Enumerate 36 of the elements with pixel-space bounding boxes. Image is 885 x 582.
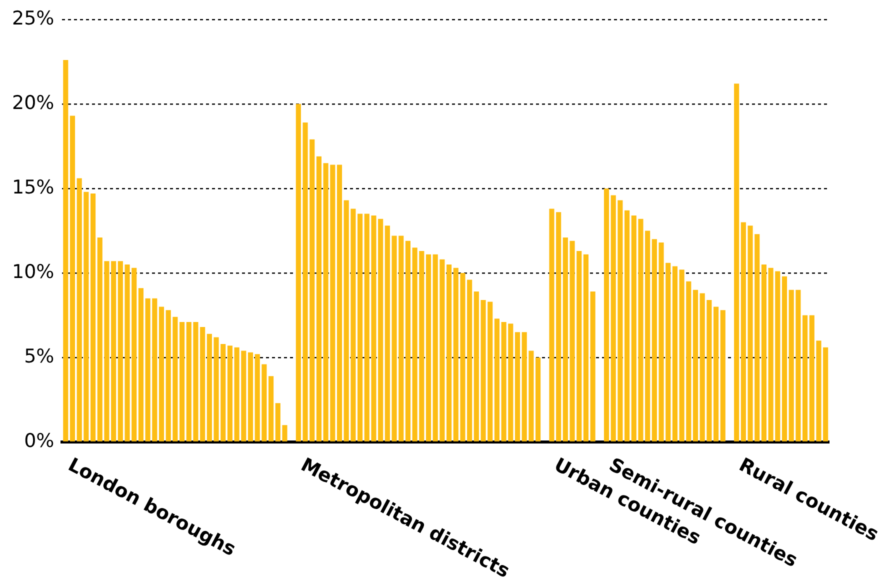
bar bbox=[180, 322, 185, 442]
bar bbox=[316, 156, 322, 442]
bar bbox=[734, 84, 740, 442]
bar bbox=[590, 292, 596, 442]
bar bbox=[90, 194, 96, 442]
y-tick-label: 20% bbox=[12, 92, 54, 114]
y-tick-label: 10% bbox=[12, 260, 54, 283]
bar bbox=[268, 376, 274, 442]
y-tick-label: 15% bbox=[12, 176, 54, 198]
bar bbox=[514, 332, 520, 442]
bar bbox=[672, 266, 678, 442]
bar bbox=[446, 264, 452, 442]
y-tick-label: 5% bbox=[24, 345, 54, 368]
bar bbox=[227, 346, 232, 442]
bar bbox=[761, 264, 766, 442]
bar bbox=[604, 188, 610, 442]
bar bbox=[692, 290, 698, 442]
bar bbox=[536, 357, 541, 442]
bar bbox=[63, 60, 68, 442]
bar bbox=[583, 254, 588, 442]
bar bbox=[336, 164, 342, 442]
bar bbox=[782, 276, 788, 442]
y-tick-label: 25% bbox=[12, 7, 54, 30]
bar bbox=[426, 254, 432, 442]
bar bbox=[70, 116, 76, 442]
bar bbox=[138, 288, 144, 442]
bar bbox=[720, 310, 726, 442]
bar bbox=[802, 315, 808, 442]
bar bbox=[158, 306, 164, 442]
bar bbox=[358, 214, 363, 442]
y-tick-label: 0% bbox=[24, 430, 54, 452]
bar bbox=[405, 240, 410, 442]
bar bbox=[248, 352, 254, 442]
bar bbox=[714, 306, 719, 442]
bar bbox=[494, 318, 500, 442]
bar bbox=[624, 210, 630, 442]
